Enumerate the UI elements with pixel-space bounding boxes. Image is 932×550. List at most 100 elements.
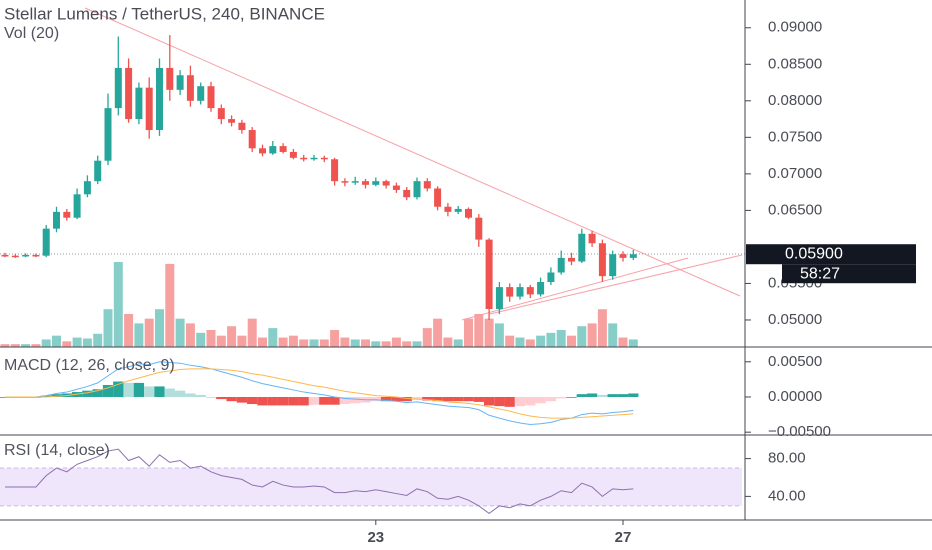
candle-body [238, 122, 246, 131]
volume-bar [319, 339, 329, 347]
volume-bar [577, 326, 587, 347]
volume-bar [268, 328, 278, 347]
candle-body [310, 157, 318, 160]
volume-bar [484, 318, 494, 347]
macd-histogram-bar [267, 396, 278, 406]
candle-body [83, 181, 91, 195]
volume-bar [567, 335, 576, 347]
macd-histogram-bar [556, 396, 567, 399]
candle-body [403, 189, 411, 198]
macd-histogram-bar [473, 396, 484, 402]
macd-histogram-bar [597, 394, 608, 397]
macd-histogram-bar [133, 382, 145, 397]
volume-bar [103, 309, 113, 347]
macd-histogram-bar [535, 396, 546, 404]
volume-bar [443, 337, 453, 347]
macd-histogram-bar [411, 396, 423, 400]
volume-bar [278, 337, 288, 347]
countdown-box [782, 264, 916, 284]
candle-body [495, 287, 503, 310]
volume-group [0, 262, 638, 347]
candle-body [63, 211, 71, 218]
volume-bar [515, 337, 525, 347]
chart-title: Stellar Lumens / TetherUS, 240, BINANCE [4, 4, 325, 23]
macd-line [5, 361, 634, 425]
macd-histogram-bar [288, 396, 299, 406]
y-tick-label: 0.06500 [768, 201, 822, 218]
candle-body [568, 257, 575, 262]
candle-body [557, 257, 565, 273]
candle-body [485, 239, 493, 310]
candle-body [53, 211, 60, 229]
volume-bar [0, 344, 10, 347]
volume-bar [391, 337, 401, 347]
y-tick-label: 0.08500 [768, 55, 822, 72]
candle-body [578, 233, 586, 262]
volume-bar [494, 323, 504, 347]
macd-histogram-bar [102, 385, 114, 397]
volume-bar [299, 339, 309, 347]
macd-histogram-bar [174, 390, 186, 397]
candle-body [104, 108, 112, 161]
macd-histogram-bar [442, 396, 454, 402]
trend-line [84, 7, 741, 297]
macd-histogram-bar [123, 382, 134, 397]
candle-body [279, 146, 287, 152]
macd-histogram-bar [453, 396, 464, 402]
volume-bar [247, 318, 257, 347]
volume-bar [474, 313, 484, 347]
volume-bar [505, 335, 515, 347]
macd-histogram-bar [576, 394, 587, 397]
macd-histogram-bar [391, 396, 402, 402]
candle-body [341, 181, 349, 183]
candle-body [537, 281, 545, 295]
y-tick-label: 0.00500 [768, 353, 822, 370]
volume-bar [227, 326, 237, 347]
candle-body [619, 254, 627, 258]
candle-body [197, 86, 205, 101]
macd-histogram-bar [319, 396, 330, 405]
macd-histogram-bar [545, 396, 557, 402]
volume-bar [587, 323, 597, 347]
macd-histogram-bar [195, 394, 206, 397]
macd-histogram-bar [494, 396, 505, 407]
macd-histogram-bar [154, 386, 165, 397]
macd-histogram-bar [628, 393, 639, 397]
macd-histogram-bar [247, 396, 258, 405]
volume-bar [340, 337, 350, 347]
candle-body [73, 194, 81, 218]
macd-histogram-bar [566, 396, 577, 398]
macd-histogram-bar [514, 396, 526, 407]
signal-line [5, 368, 634, 419]
volume-bar [608, 323, 618, 347]
volume-bar [82, 338, 92, 347]
macd-histogram-bar [226, 396, 237, 402]
candle-body [176, 75, 184, 90]
candle-body [382, 181, 390, 186]
candle-body [228, 119, 236, 123]
volume-bar [525, 339, 535, 347]
volume-bar [41, 339, 51, 347]
volume-bar [144, 318, 154, 347]
volume-bar [288, 335, 298, 347]
volume-bar [453, 339, 463, 347]
volume-bar [381, 341, 391, 347]
macd-histogram-bar [277, 396, 289, 406]
volume-bar [72, 337, 82, 347]
candle-body [434, 188, 442, 207]
candle-body [444, 206, 452, 212]
macd-label: MACD (12, 26, close, 9) [4, 357, 175, 374]
candle-body [217, 108, 225, 120]
volume-bar [422, 328, 432, 347]
candle-body [42, 228, 50, 256]
macd-histogram-bar [525, 396, 536, 406]
candle-body [609, 254, 617, 277]
macd-histogram-bar [236, 396, 248, 403]
candle-body [320, 157, 328, 160]
macd-histogram-bar [586, 393, 598, 397]
volume-bar [134, 323, 144, 347]
candle-body [114, 67, 122, 109]
macd-histogram-bar [92, 389, 103, 397]
rsi-label: RSI (14, close) [4, 442, 110, 459]
